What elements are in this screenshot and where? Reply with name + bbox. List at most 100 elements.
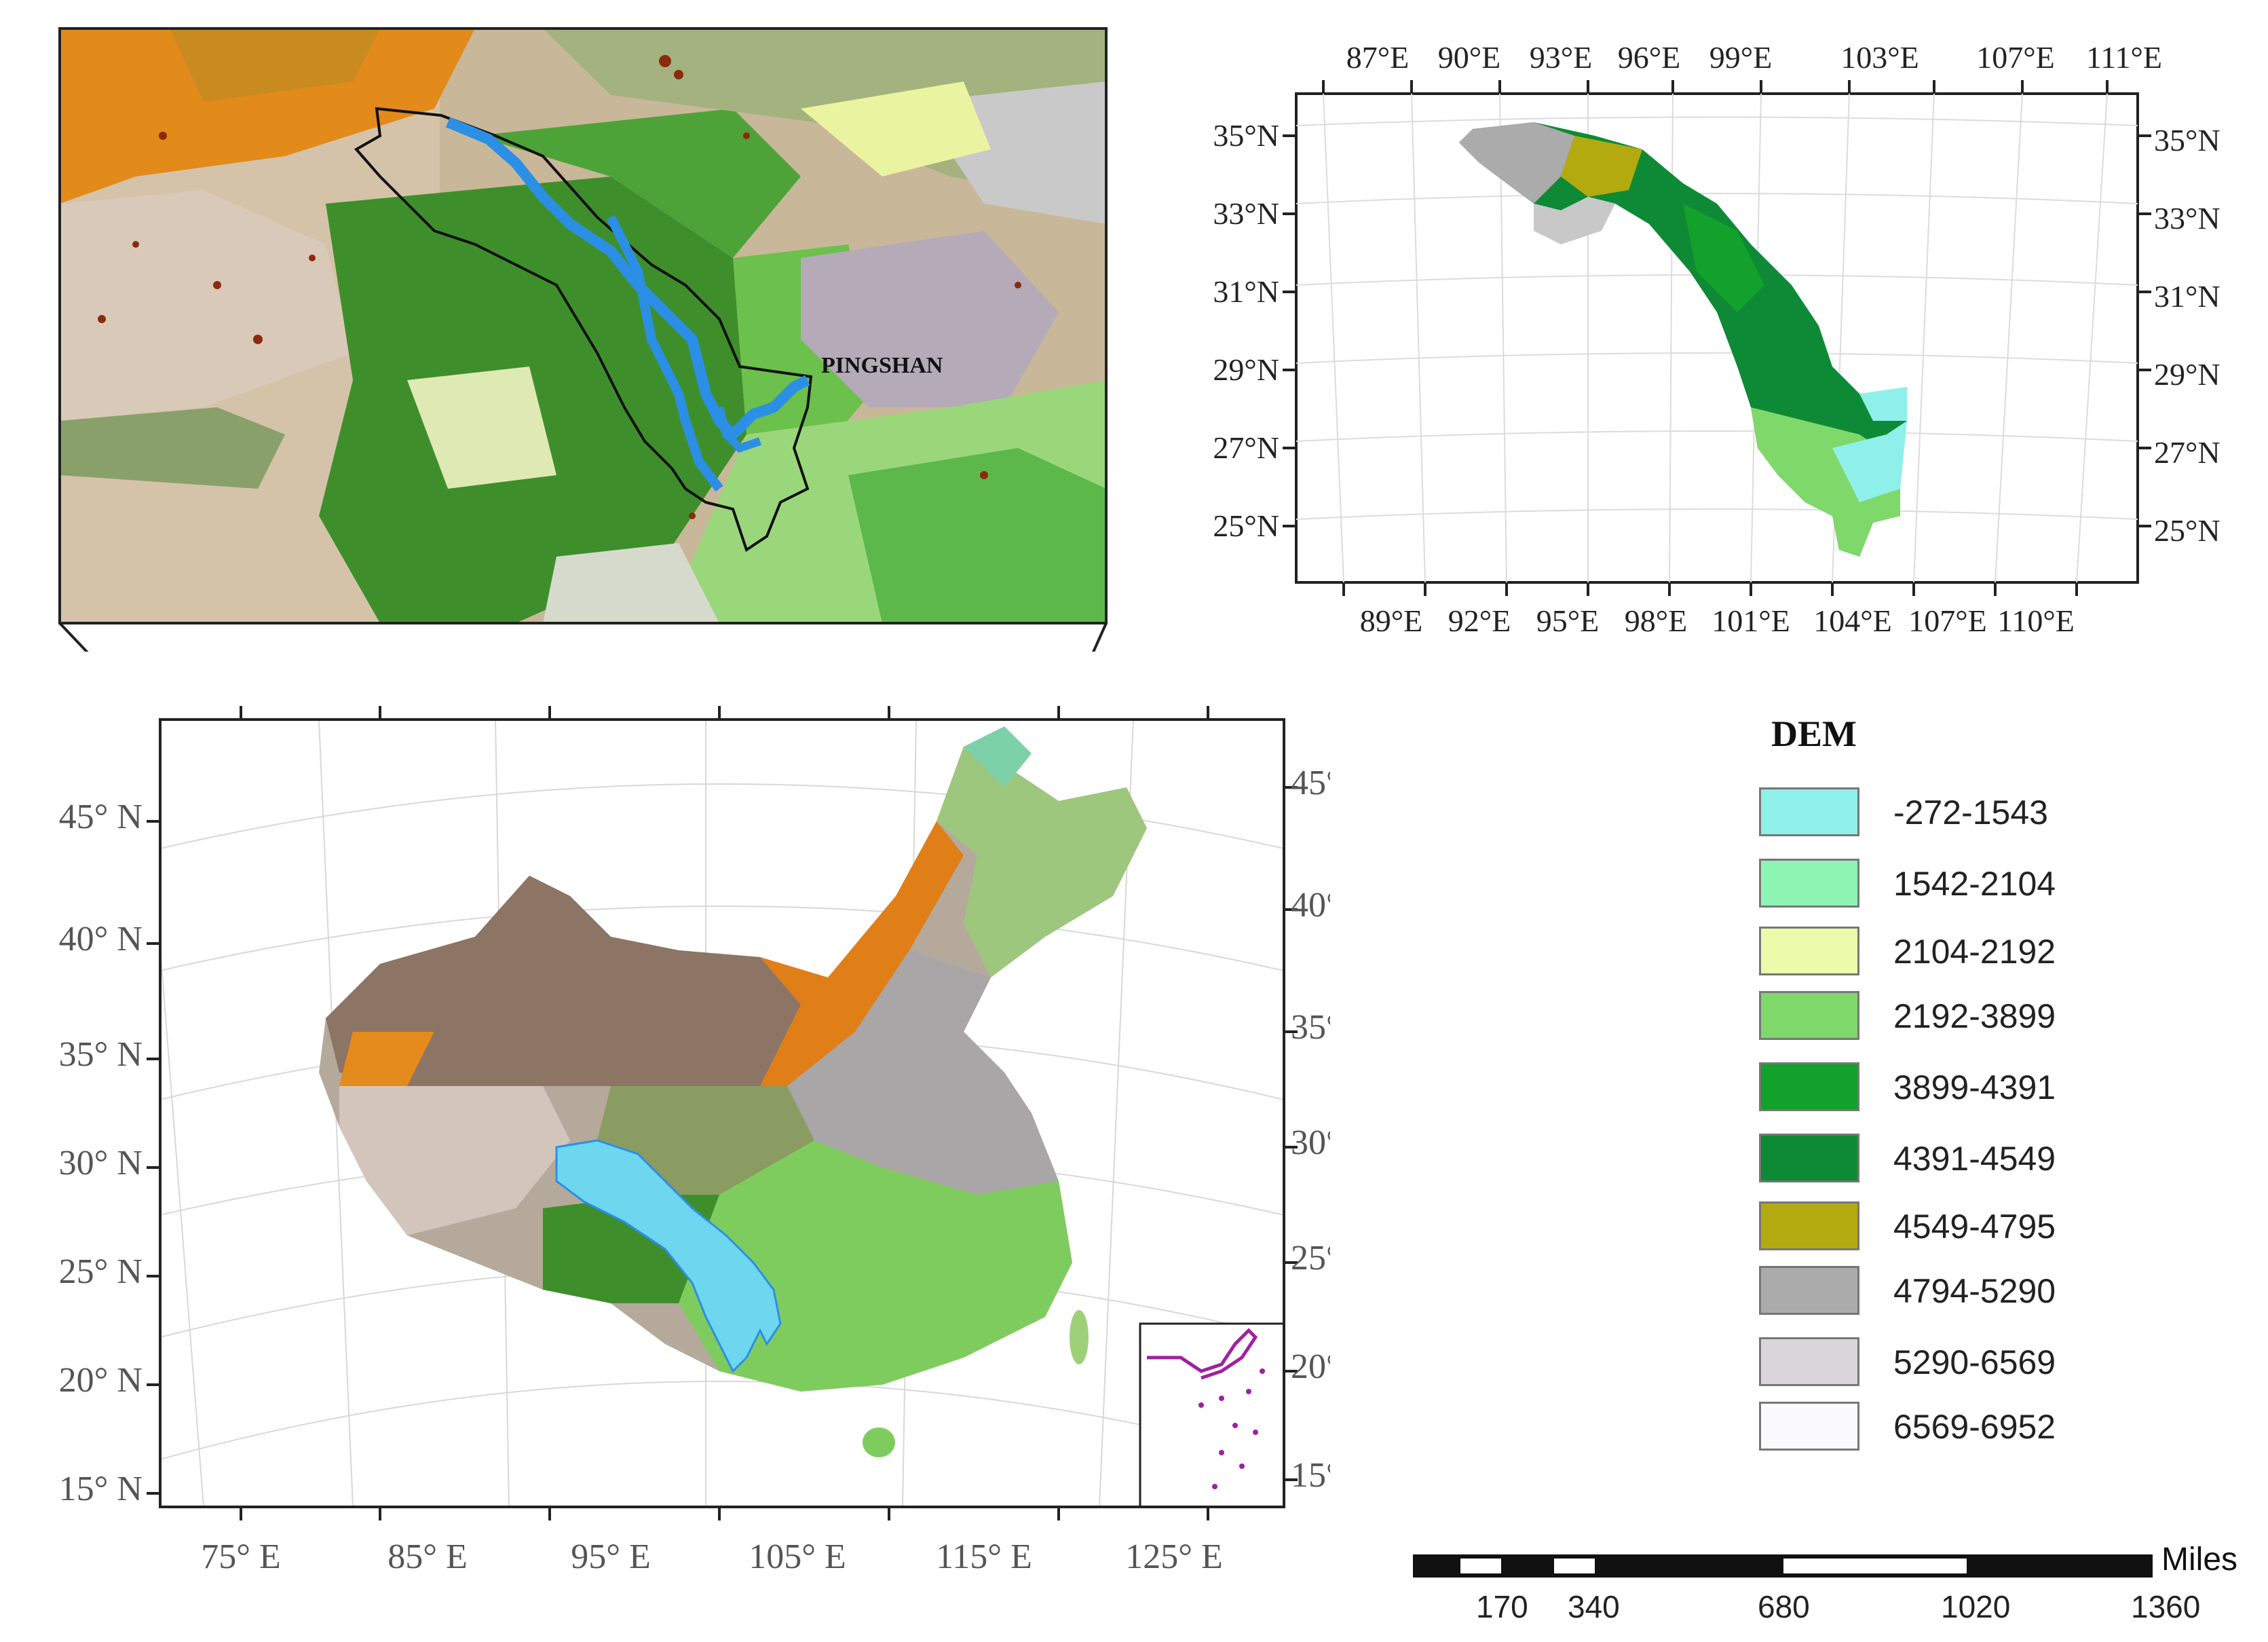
legend-swatch (1759, 991, 1859, 1040)
legend-label: 2192-3899 (1893, 997, 2056, 1035)
taiwan-island (1070, 1310, 1089, 1364)
lat-label-right: 30° N (1291, 1123, 1330, 1162)
lon-label-top: 93°E (1530, 40, 1593, 75)
lon-label-top: 103°E (1840, 40, 1919, 75)
lat-label-left: 40° N (59, 920, 143, 958)
basin-dem (1459, 122, 1907, 557)
legend-title: DEM (1771, 713, 1857, 754)
lat-label-left: 33°N (1213, 196, 1279, 231)
basin-lon-labels-top: 87°E 90°E 93°E 96°E 99°E 103°E 107°E 111… (1346, 40, 2162, 75)
lon-label: 85° E (388, 1537, 468, 1576)
legend-label: 6569-6952 (1893, 1408, 2056, 1446)
lon-label-top: 111°E (2086, 40, 2162, 75)
lon-label-bottom: 92°E (1448, 603, 1511, 638)
lon-label-bottom: 95°E (1536, 603, 1600, 638)
legend-label: -272-1543 (1893, 794, 2048, 832)
lat-label-left: 29°N (1213, 352, 1279, 387)
legend-swatch (1759, 859, 1859, 908)
lat-label-left: 30° N (59, 1144, 143, 1182)
scale-tick-label: 1360 (2131, 1589, 2201, 1624)
zoom-map-frame (58, 27, 1108, 624)
lon-label-bottom: 101°E (1712, 603, 1790, 638)
lat-label-left: 15° N (59, 1470, 143, 1508)
basin-map-frame (1295, 92, 2139, 584)
legend-swatch (1759, 1134, 1859, 1182)
connector-line-left (58, 622, 89, 652)
legend-swatch (1759, 1402, 1859, 1451)
lon-label-bottom: 98°E (1625, 603, 1688, 638)
zoom-map-terrain (60, 29, 1106, 623)
lat-label-right: 35°N (2154, 123, 2220, 157)
lat-label-right: 33°N (2154, 201, 2220, 236)
legend-swatch (1759, 1337, 1859, 1386)
lon-label-bottom: 89°E (1360, 603, 1423, 638)
lat-label-left: 27°N (1213, 430, 1279, 465)
lon-label-top: 99°E (1709, 40, 1773, 75)
lon-label: 115° E (936, 1537, 1032, 1576)
lat-label-left: 31°N (1213, 274, 1279, 309)
zoom-map (58, 27, 1108, 652)
overview-lon-labels: 75° E 85° E 95° E 105° E 115° E 125° E (201, 1537, 1223, 1576)
south-sea-coastline (1147, 1328, 1258, 1380)
connector-line-right (1092, 622, 1108, 652)
legend-swatch (1759, 1201, 1859, 1250)
legend-label: 5290-6569 (1893, 1343, 2056, 1381)
lat-label-left: 35°N (1213, 118, 1279, 153)
lat-label-right: 25°N (2154, 513, 2220, 548)
south-sea-inset (1139, 1322, 1284, 1507)
lon-label-top: 90°E (1438, 40, 1501, 75)
basin-outline (354, 107, 813, 553)
legend-label: 4391-4549 (1893, 1140, 2056, 1178)
lat-label-right: 20° N (1291, 1347, 1330, 1386)
scale-segment (1460, 1559, 1501, 1573)
hainan-island (863, 1428, 895, 1457)
overview-lat-labels-right: 45° N 40° N 35° N 30° N 25° N 20° N 15° … (1291, 764, 1330, 1495)
lat-label-left: 25°N (1213, 508, 1279, 543)
scale-tick-label: 170 (1476, 1589, 1528, 1624)
scale-tick-label: 1020 (1941, 1589, 2011, 1624)
lon-label-bottom: 107°E (1908, 603, 1987, 638)
lat-label-right: 35° N (1291, 1008, 1330, 1047)
lat-label-left: 25° N (59, 1252, 143, 1291)
river-tributary (606, 214, 723, 492)
lon-label: 75° E (201, 1537, 281, 1576)
river-main (445, 117, 810, 440)
basin-lat-labels-right: 35°N 33°N 31°N 29°N 27°N 25°N (2154, 123, 2220, 548)
scale-segment (1783, 1559, 1967, 1573)
legend-swatch (1759, 787, 1859, 836)
river-branch (715, 406, 761, 453)
legend-swatch (1759, 1062, 1859, 1111)
lat-label-left: 35° N (59, 1035, 143, 1074)
overview-map: 45° N 40° N 35° N 30° N 25° N 20° N 15° … (59, 706, 1330, 1576)
basin-map: 87°E 90°E 93°E 96°E 99°E 103°E 107°E 111… (1213, 40, 2220, 638)
legend-label: 4794-5290 (1893, 1272, 2056, 1310)
lat-label-right: 27°N (2154, 435, 2220, 470)
basin-highlight (555, 1139, 782, 1373)
lat-label-left: 45° N (59, 798, 143, 836)
scale-unit-label: Miles (2161, 1542, 2238, 1578)
lon-label-top: 96°E (1618, 40, 1681, 75)
overview-ticks (147, 706, 1298, 1520)
lat-label-right: 31°N (2154, 279, 2220, 314)
lon-label-top: 107°E (1976, 40, 2055, 75)
scale-tick-label: 340 (1568, 1589, 1620, 1624)
legend-swatch (1759, 927, 1859, 975)
lon-label: 95° E (571, 1537, 651, 1576)
scale-tick-label: 680 (1758, 1589, 1810, 1624)
lon-label: 105° E (749, 1537, 846, 1576)
lat-label-right: 40° N (1291, 886, 1330, 925)
lon-label-top: 87°E (1346, 40, 1410, 75)
lon-label-bottom: 104°E (1813, 603, 1892, 638)
lat-label-right: 15° N (1291, 1456, 1330, 1495)
south-sea-islands (1198, 1368, 1265, 1489)
scale-bar (1413, 1554, 2153, 1578)
lat-label-right: 29°N (2154, 357, 2220, 392)
overview-lat-labels-left: 45° N 40° N 35° N 30° N 25° N 20° N 15° … (59, 798, 143, 1508)
lon-label: 125° E (1125, 1537, 1223, 1576)
lat-label-right: 45° N (1291, 764, 1330, 802)
basin-ticks (1283, 80, 2151, 596)
legend-label: 1542-2104 (1893, 865, 2056, 903)
legend-label: 2104-2192 (1893, 933, 2056, 971)
legend-label: 3899-4391 (1893, 1068, 2056, 1106)
